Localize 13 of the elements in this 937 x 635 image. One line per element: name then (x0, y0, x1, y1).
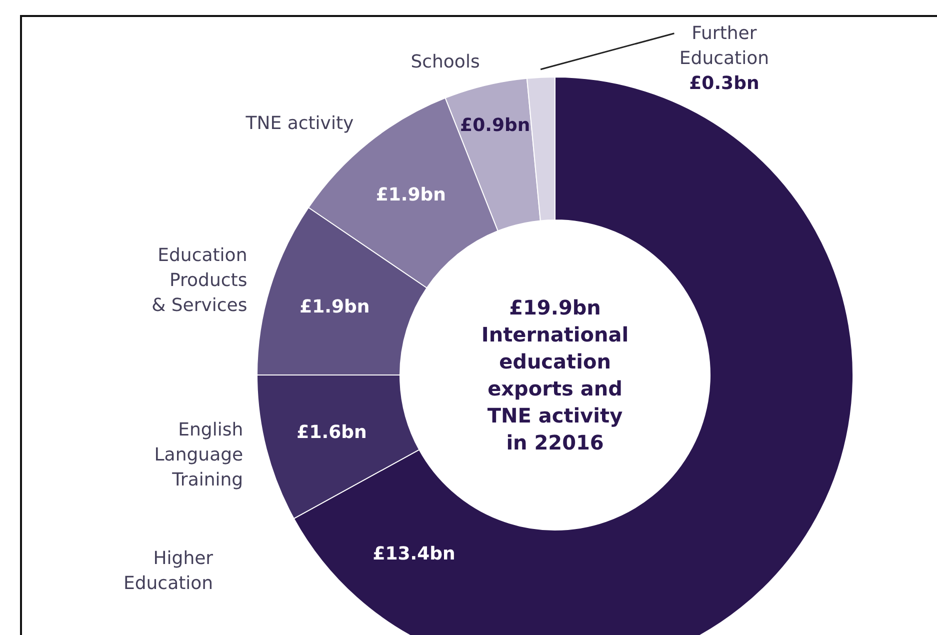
data-label: £1.6bn (296, 422, 367, 443)
slice-label: English Language Training (154, 420, 244, 491)
slice-label: Schools (410, 51, 480, 72)
data-label: £1.9bn (300, 296, 370, 318)
slice-label: Higher Education (123, 548, 214, 594)
data-label: £0.9bn (460, 115, 530, 136)
slice-label: TNE activity (244, 113, 354, 134)
data-label: £13.4bn (372, 544, 456, 565)
slice-label: Further Education (679, 22, 770, 69)
data-label: £1.9bn (376, 184, 446, 206)
data-label: £0.3bn (689, 72, 760, 94)
slice-label: Education Products & Services (152, 244, 248, 316)
text: £19.9bn International education exports and TNE activity in 22016 (481, 296, 629, 454)
